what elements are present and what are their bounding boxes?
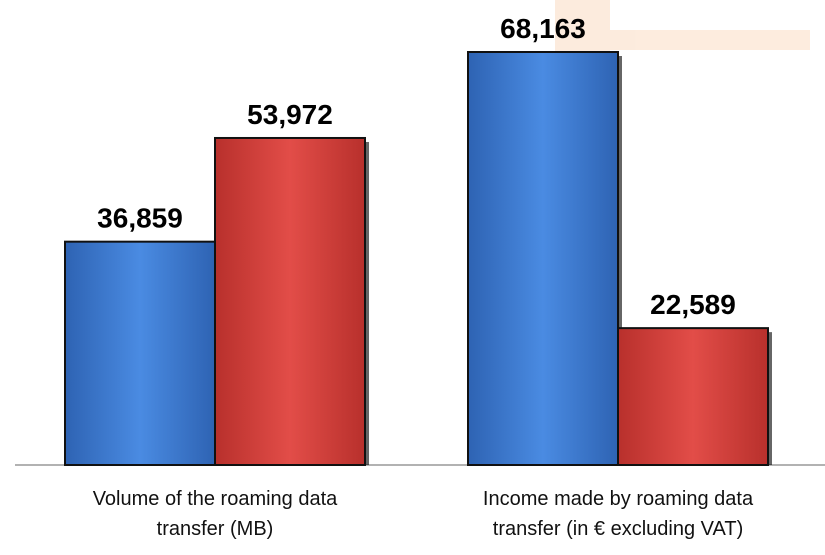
- value-label: 68,163: [500, 13, 586, 44]
- bar: [214, 136, 366, 467]
- bar: [617, 327, 769, 466]
- bar: [64, 240, 216, 466]
- x-tick-label: Volume of the roaming data transfer (MB): [92, 488, 338, 540]
- x-tick-label: Income made by roaming data transfer (in…: [482, 488, 754, 540]
- bar: [467, 51, 619, 466]
- value-label: 53,972: [247, 99, 333, 130]
- value-label: 22,589: [650, 289, 736, 320]
- value-label: 36,859: [97, 203, 183, 234]
